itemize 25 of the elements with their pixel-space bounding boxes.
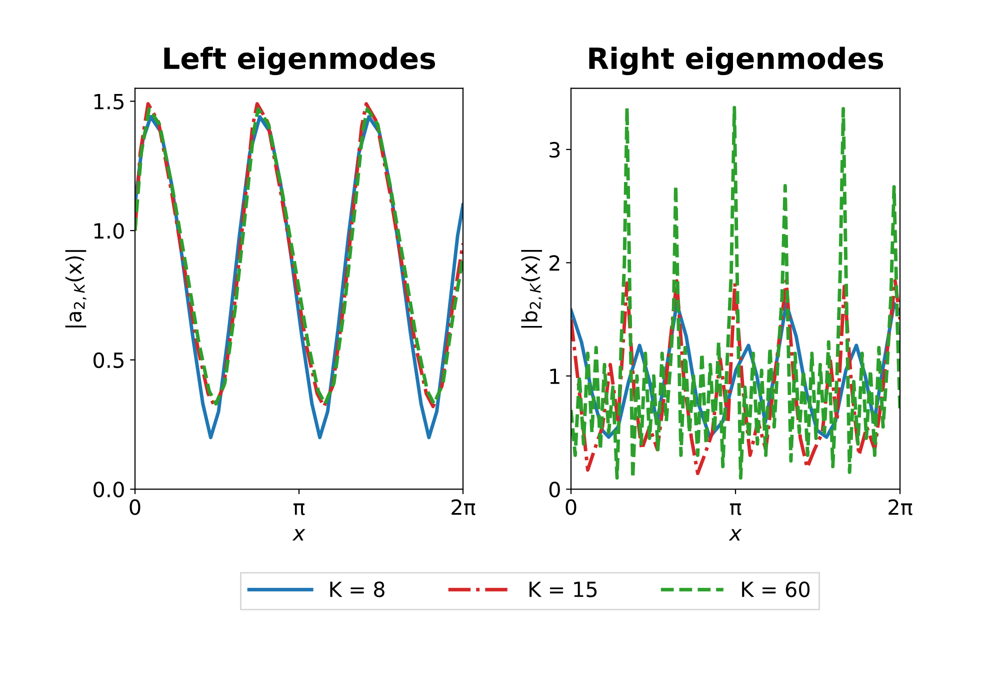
x-axis-title: x bbox=[292, 529, 306, 540]
x-tick-label: 2π bbox=[452, 499, 476, 516]
chart-title: Right eigenmodes bbox=[589, 46, 884, 76]
x-tick-label: 0 bbox=[566, 499, 576, 516]
y-tick-label: 1.0 bbox=[94, 223, 124, 239]
y-axis-title: |b$_{2,K}$(x)| bbox=[521, 250, 542, 328]
y-tick-label: 0 bbox=[549, 482, 560, 498]
x-axis-title: x bbox=[728, 529, 742, 540]
y-tick-label: 0.0 bbox=[94, 482, 124, 498]
x-tick-label: π bbox=[293, 503, 305, 516]
legend-label: K = 8 bbox=[330, 581, 384, 598]
legend-label: K = 15 bbox=[530, 582, 597, 598]
y-tick-label: 3 bbox=[550, 142, 560, 158]
y-tick-label: 1.5 bbox=[94, 94, 124, 110]
y-tick-label: 0.5 bbox=[94, 352, 124, 368]
x-tick-label: 0 bbox=[130, 499, 140, 516]
chart-title: Left eigenmodes bbox=[164, 46, 436, 76]
line-series bbox=[571, 279, 900, 476]
x-tick-label: π bbox=[730, 503, 742, 516]
x-tick-label: 2π bbox=[888, 499, 912, 516]
legend-label: K = 60 bbox=[742, 581, 810, 598]
line-series bbox=[571, 106, 900, 480]
y-axis-title: |a$_{2,K}$(x)| bbox=[65, 250, 86, 328]
y-tick-label: 1 bbox=[550, 368, 560, 384]
y-tick-label: 2 bbox=[550, 255, 560, 271]
